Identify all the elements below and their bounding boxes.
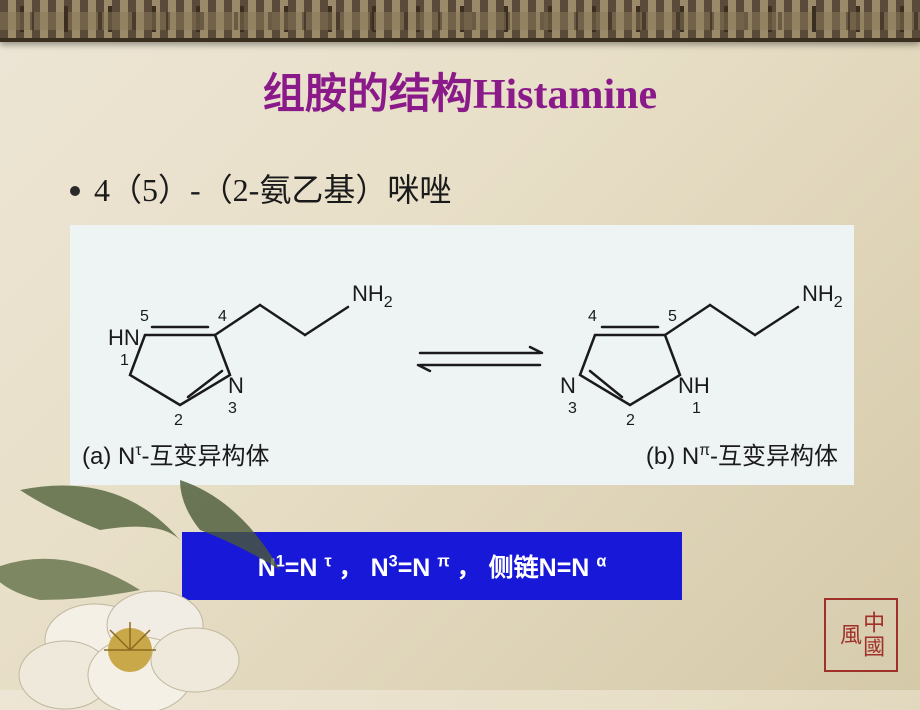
svg-text:4: 4	[218, 308, 227, 325]
svg-text:3: 3	[568, 400, 577, 417]
bullet-line: 4（5）-（2-氨乙基）咪唑	[70, 165, 451, 211]
chemistry-diagram-panel: HN N NH2 1 2 3 4 5 N NH NH2 1 2 3 4 5 (a…	[70, 225, 854, 485]
svg-text:4: 4	[588, 308, 597, 325]
seal-text: 中國風	[838, 600, 884, 670]
svg-text:NH2: NH2	[802, 281, 843, 311]
svg-text:NH: NH	[678, 373, 710, 398]
svg-text:5: 5	[140, 308, 149, 325]
svg-text:1: 1	[692, 400, 701, 417]
tautomer-b-caption: (b) Nπ-互变异构体	[646, 436, 838, 471]
decorative-top-border	[0, 0, 920, 42]
svg-text:N: N	[228, 373, 244, 398]
nitrogen-notation-box: N1=N τ ， N3=N π ， 侧链N=N α	[182, 532, 682, 600]
svg-text:N: N	[560, 373, 576, 398]
svg-text:3: 3	[228, 400, 237, 417]
chinese-style-seal: 中國風	[824, 598, 898, 672]
bullet-text: 4（5）-（2-氨乙基）咪唑	[94, 172, 451, 208]
svg-text:1: 1	[120, 352, 129, 369]
svg-text:2: 2	[626, 412, 635, 429]
svg-text:NH2: NH2	[352, 281, 393, 311]
tautomer-a-caption: (a) Nτ-互变异构体	[82, 436, 270, 471]
svg-text:HN: HN	[108, 325, 140, 350]
bullet-dot	[70, 186, 80, 196]
svg-text:2: 2	[174, 412, 183, 429]
svg-text:5: 5	[668, 308, 677, 325]
notation-text: N1=N τ ， N3=N π ， 侧链N=N α	[258, 548, 607, 584]
slide-title: 组胺的结构Histamine	[0, 60, 920, 121]
